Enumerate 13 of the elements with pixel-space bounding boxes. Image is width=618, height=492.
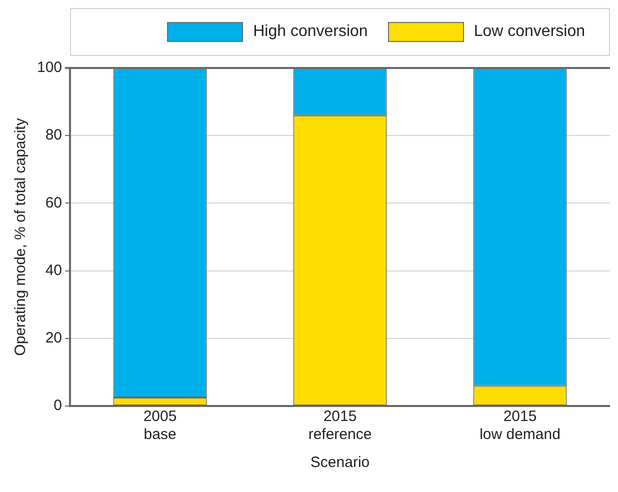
y-tick-label: 40 <box>45 262 62 279</box>
y-tick-label: 60 <box>45 194 62 212</box>
y-axis-title: Operating mode, % of total capacity <box>12 118 30 356</box>
y-tick-label: 20 <box>45 330 62 347</box>
x-tick-label: 2005 base <box>143 408 177 444</box>
y-tick-label: 80 <box>45 126 62 144</box>
legend-label: Low conversion <box>474 23 585 41</box>
legend-label: High conversion <box>253 23 368 41</box>
x-tick-label: 2015 reference <box>308 408 372 444</box>
y-tick-label: 0 <box>54 397 62 414</box>
x-tick-label: 2015 low demand <box>480 408 560 444</box>
y-tick-label: 100 <box>36 59 62 76</box>
x-axis-title: Scenario <box>310 454 370 472</box>
